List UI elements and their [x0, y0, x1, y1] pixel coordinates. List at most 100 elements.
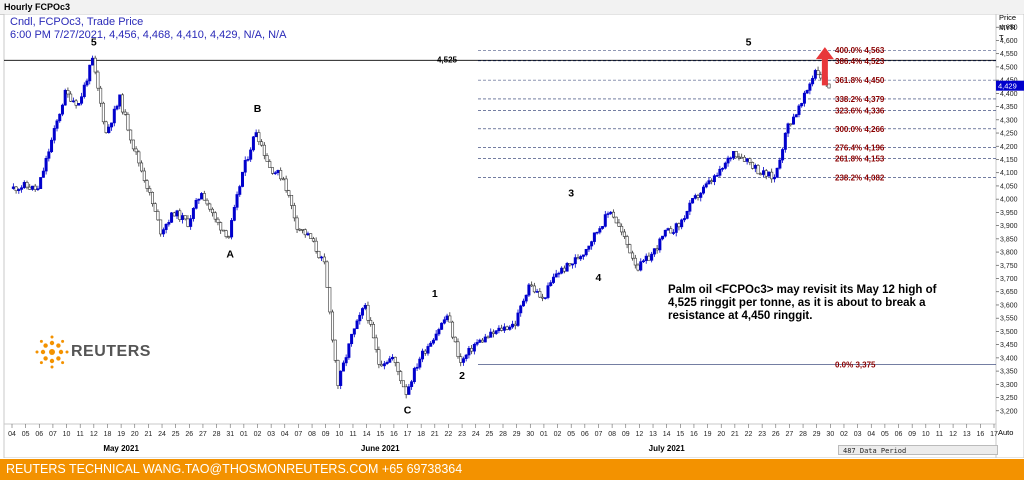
y-tick-label: 3,200 [1000, 408, 1018, 415]
candle-body [704, 183, 708, 188]
candle-body [440, 322, 444, 330]
horizontal-line-label: 4,525 [437, 55, 458, 64]
candle-body [546, 285, 550, 298]
candle-body [571, 263, 575, 266]
candle-body [701, 186, 705, 194]
x-tick-label: 12 [90, 431, 98, 438]
y-tick-label: 4,250 [1000, 131, 1018, 138]
candle-body [52, 128, 56, 141]
x-tick-label: 11 [349, 431, 356, 438]
candle-body [153, 203, 157, 212]
window-title-bar: Hourly FCPOc3 [0, 0, 1024, 15]
x-tick-label: 09 [908, 431, 916, 438]
candle-body [382, 363, 386, 367]
candle-body [819, 74, 823, 79]
candle-body [189, 218, 193, 227]
candle-body [183, 215, 187, 220]
candle-body [273, 172, 277, 175]
x-tick-label: 15 [676, 431, 684, 438]
candle-body [415, 366, 419, 369]
candle-body [748, 158, 752, 163]
candle-body [363, 304, 367, 309]
candle-body [404, 386, 408, 395]
candle-body [532, 285, 536, 293]
candle-body [74, 100, 78, 106]
x-tick-label: 07 [49, 431, 57, 438]
candle-body [609, 211, 613, 214]
candle-body [792, 116, 796, 125]
candle-body [268, 161, 272, 168]
candle-body [290, 194, 294, 206]
x-month-label: May 2021 [103, 444, 139, 453]
candle-body [783, 132, 787, 150]
candle-body [538, 291, 542, 298]
candle-body [99, 87, 103, 104]
footer-text: REUTERS TECHNICAL WANG.TAO@THOSMONREUTER… [6, 462, 463, 476]
candle-body [50, 139, 54, 153]
candle-body [80, 96, 84, 104]
candle-body [800, 103, 804, 107]
candle-body [565, 263, 569, 272]
candle-body [598, 228, 602, 233]
x-tick-label: 18 [417, 431, 425, 438]
candle-body [328, 287, 332, 313]
y-tick-label: 3,600 [1000, 302, 1018, 309]
candle-body [224, 230, 228, 237]
candle-body [511, 323, 515, 328]
candle-body [639, 261, 643, 271]
candle-body [764, 170, 768, 177]
candle-body [344, 357, 348, 364]
candle-body [303, 229, 307, 236]
candle-body [410, 381, 414, 387]
candle-body [279, 170, 283, 180]
y-tick-label: 3,500 [1000, 329, 1018, 336]
fib-level-label: 386.4% 4,523 [835, 57, 885, 66]
fib-level-label: 338.2% 4,379 [835, 95, 885, 104]
y-tick-label: 4,400 [1000, 91, 1018, 98]
x-tick-label: 16 [976, 431, 984, 438]
candle-body [178, 210, 182, 220]
candle-body [249, 149, 253, 160]
candle-body [527, 284, 531, 296]
candle-body [497, 327, 501, 332]
x-tick-label: 06 [581, 431, 589, 438]
x-tick-label: 19 [117, 431, 125, 438]
x-tick-label: 02 [840, 431, 848, 438]
x-month-label: July 2021 [649, 444, 686, 453]
candle-body [751, 162, 755, 169]
x-tick-label: 07 [595, 431, 603, 438]
candle-body [123, 111, 127, 115]
candle-body [227, 236, 231, 238]
x-tick-label: 09 [322, 431, 330, 438]
candle-body [140, 162, 144, 172]
candle-body [325, 261, 329, 288]
candle-body [584, 249, 588, 256]
candle-body [516, 312, 520, 326]
x-tick-label: 04 [8, 431, 16, 438]
wave-label: 4 [596, 272, 602, 284]
candle-body [186, 218, 190, 227]
x-tick-label: 17 [990, 431, 998, 438]
y-tick-label: 3,750 [1000, 263, 1018, 270]
candle-body [77, 103, 81, 106]
candle-body [412, 368, 416, 383]
candle-body [197, 198, 201, 201]
y-tick-label: 3,450 [1000, 342, 1018, 349]
candle-body [314, 240, 318, 252]
candle-body [658, 238, 662, 251]
x-tick-label: 02 [554, 431, 562, 438]
candle-body [172, 212, 176, 217]
candle-body [137, 151, 141, 164]
candle-body [22, 182, 26, 189]
candle-body [562, 267, 566, 272]
x-tick-label: 20 [717, 431, 725, 438]
y-tick-label: 3,550 [1000, 316, 1018, 323]
candle-body [451, 321, 455, 338]
candle-body [491, 331, 495, 334]
x-tick-label: 23 [458, 431, 466, 438]
candle-body [66, 90, 70, 95]
y-tick-label: 4,000 [1000, 197, 1018, 204]
candle-body [693, 195, 697, 199]
candle-body [429, 342, 433, 347]
